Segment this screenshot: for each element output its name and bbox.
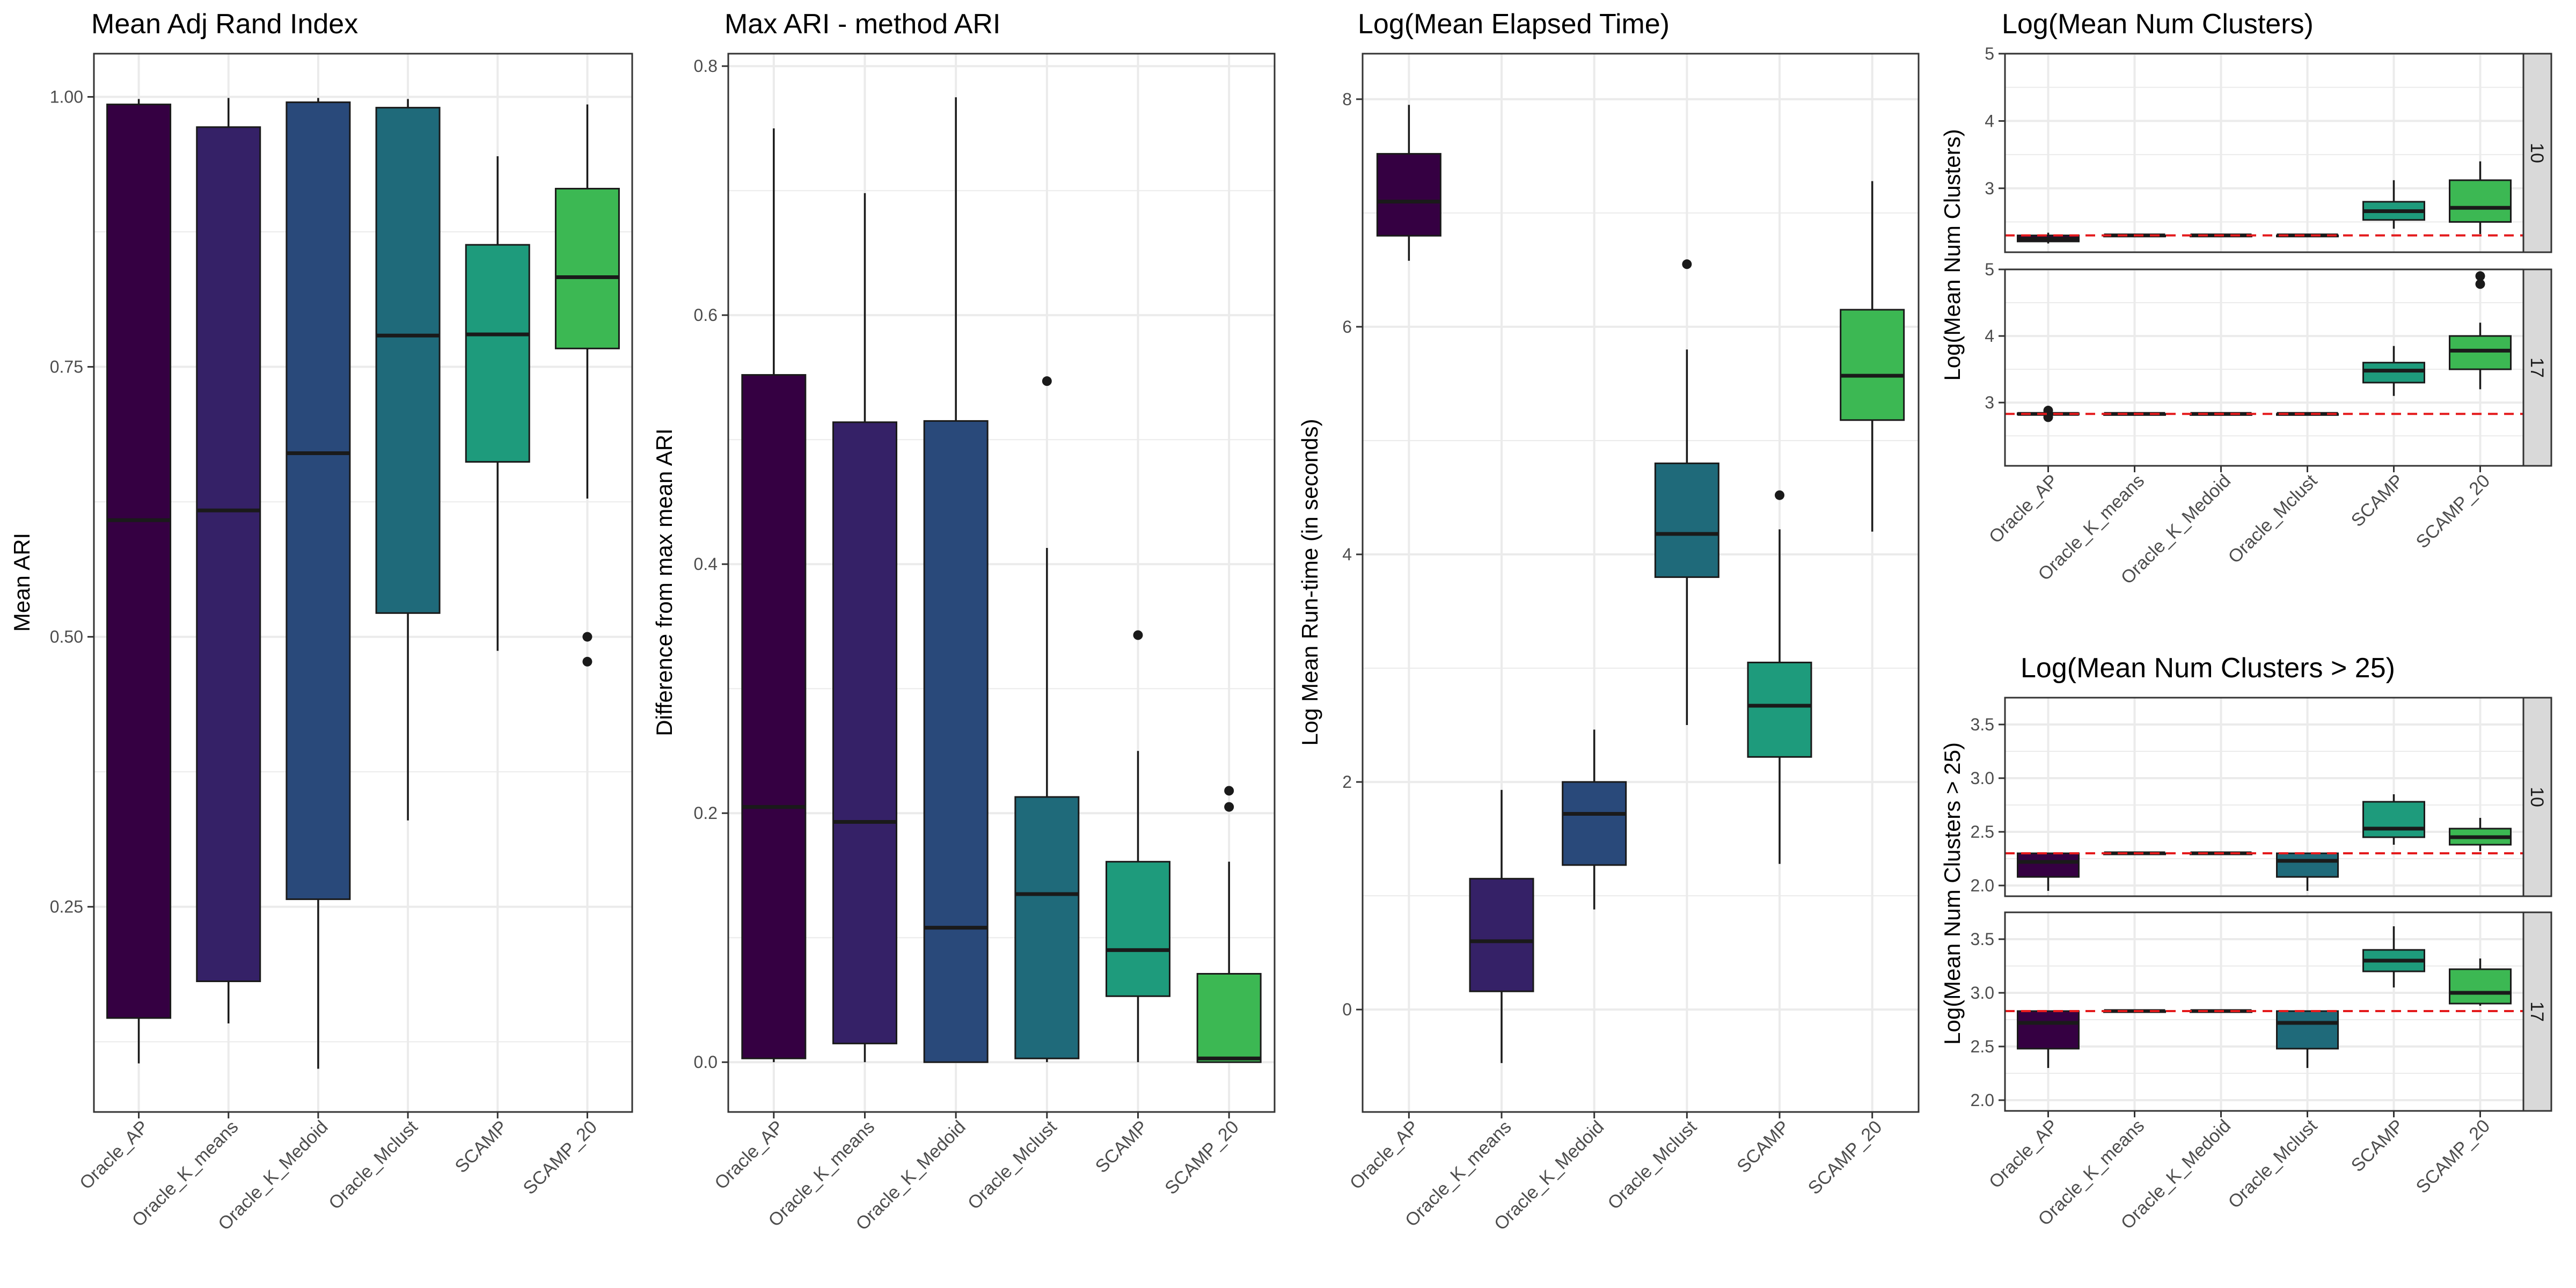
nclust25-facet-17-box-5: [2449, 968, 2512, 1005]
time-ytick-label: 8: [1342, 90, 1352, 109]
nclust-facet-17-outlier-5-0: [2475, 279, 2485, 289]
nclust25-facet-17-ytick-label: 2.5: [1971, 1037, 1994, 1056]
nclust-facet-17-box-5: [2449, 335, 2512, 370]
time-box-1: [1469, 877, 1534, 992]
time-outlier-3-0: [1682, 259, 1692, 269]
ari-outlier-5-0: [582, 632, 592, 642]
nclust25-facet-10-box-0: [2017, 852, 2080, 878]
time-outlier-4-0: [1775, 490, 1784, 500]
nclust-facet-10-strip: [2522, 53, 2552, 253]
ari-box-2: [286, 101, 351, 901]
nclust-facet-10-ytick-label: 5: [1985, 44, 1994, 63]
nclust-facet-17-box-4: [2362, 362, 2425, 384]
diff-box-3: [1014, 796, 1080, 1059]
nclust25-facet-10-ytick-label: 2.0: [1971, 876, 1994, 895]
nclust-facet-10-box-5: [2449, 179, 2512, 223]
nclust25-facet-17-box-0: [2017, 1010, 2080, 1050]
y-axis-label-ari: Mean ARI: [9, 533, 34, 632]
time-box-2: [1562, 781, 1627, 866]
time-ytick-label: 0: [1342, 1000, 1352, 1019]
nclust25-facet-17-strip: [2522, 911, 2552, 1112]
time-ytick-label: 2: [1342, 772, 1352, 792]
nclust25-facet-10-ytick-label: 3.5: [1971, 715, 1994, 734]
diff-outlier-5-1: [1224, 802, 1234, 812]
diff-box-0: [741, 374, 807, 1059]
nclust25-facet-17-ytick-label: 3.0: [1971, 983, 1994, 1002]
ari-box-4: [465, 244, 530, 463]
ari-outlier-5-1: [582, 656, 592, 667]
nclust25-facet-17-ytick-label: 2.0: [1971, 1091, 1994, 1110]
diff-box-2: [923, 420, 989, 1063]
y-axis-label-time: Log Mean Run-time (in seconds): [1297, 419, 1322, 745]
diff-ytick-label: 0.2: [694, 803, 718, 823]
ari-box-5: [554, 188, 620, 349]
y-axis-label-nclust25: Log(Mean Num Clusters > 25): [1940, 742, 1965, 1045]
y-axis-label-nclust: Log(Mean Num Clusters): [1940, 129, 1965, 380]
ari-box-3: [375, 107, 441, 614]
panel-title-diff: Max ARI - method ARI: [724, 9, 1000, 40]
nclust-facet-10-strip-label: 10: [2527, 143, 2547, 163]
nclust-facet-17-strip-label: 17: [2527, 357, 2547, 378]
diff-ytick-label: 0.0: [694, 1052, 718, 1072]
time-ytick-label: 6: [1342, 317, 1352, 336]
time-box-4: [1747, 661, 1812, 758]
nclust25-facet-10-ytick-label: 2.5: [1971, 822, 1994, 841]
nclust-facet-10-ytick-label: 3: [1985, 179, 1994, 198]
diff-box-5: [1196, 972, 1262, 1063]
nclust25-facet-17-ytick-label: 3.5: [1971, 930, 1994, 949]
nclust25-facet-10-strip-label: 10: [2527, 787, 2547, 807]
ari-ytick-label: 0.50: [50, 627, 83, 647]
nclust25-facet-10-box-4: [2362, 801, 2425, 838]
nclust-facet-17-ytick-label: 4: [1985, 326, 1994, 346]
diff-ytick-label: 0.6: [694, 305, 718, 325]
diff-outlier-5-0: [1224, 786, 1234, 796]
time-box-5: [1840, 309, 1905, 421]
panel-title-time: Log(Mean Elapsed Time): [1358, 9, 1670, 40]
ari-ytick-label: 0.75: [50, 357, 83, 377]
diff-box-4: [1106, 861, 1170, 997]
panel-title-nclust25: Log(Mean Num Clusters > 25): [2021, 653, 2395, 684]
ari-ytick-label: 1.00: [50, 87, 83, 106]
y-axis-label-diff: Difference from max mean ARI: [652, 428, 677, 736]
time-panel-border: [1362, 53, 1920, 1113]
diff-box-1: [832, 421, 897, 1044]
nclust25-facet-10-strip: [2522, 697, 2552, 897]
nclust25-facet-10-box-3: [2276, 852, 2339, 878]
panel-title-nclust: Log(Mean Num Clusters): [2002, 9, 2314, 40]
ari-panel-border: [93, 53, 633, 1113]
time-box-0: [1376, 153, 1441, 237]
ari-box-1: [196, 126, 261, 983]
diff-outlier-3-0: [1042, 376, 1052, 386]
nclust25-facet-17-strip-label: 17: [2527, 1001, 2547, 1022]
diff-ytick-label: 0.4: [694, 554, 718, 574]
nclust25-facet-17-box-3: [2276, 1010, 2339, 1050]
diff-panel-border: [727, 53, 1276, 1113]
ari-box-0: [106, 104, 172, 1019]
panel-title-ari: Mean Adj Rand Index: [91, 9, 358, 40]
nclust-facet-17-ytick-label: 5: [1985, 260, 1994, 279]
time-box-3: [1654, 462, 1719, 578]
diff-ytick-label: 0.8: [694, 56, 718, 76]
nclust-facet-17-outlier-5-1: [2475, 271, 2485, 281]
nclust25-facet-10-ytick-label: 3.0: [1971, 769, 1994, 788]
nclust-facet-10-ytick-label: 4: [1985, 111, 1994, 130]
diff-outlier-4-0: [1133, 630, 1143, 640]
time-ytick-label: 4: [1342, 545, 1352, 564]
ari-ytick-label: 0.25: [50, 897, 83, 917]
nclust-facet-17-strip: [2522, 268, 2552, 467]
nclust-facet-17-ytick-label: 3: [1985, 393, 1994, 412]
